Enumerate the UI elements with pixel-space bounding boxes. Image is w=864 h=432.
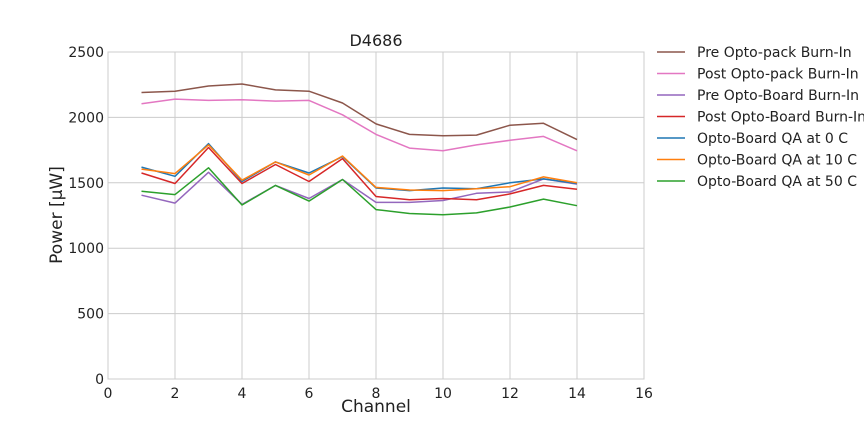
x-tick-label: 10 bbox=[434, 386, 452, 402]
series-line bbox=[141, 167, 578, 216]
legend-label: Opto-Board QA at 50 C bbox=[697, 174, 857, 190]
y-tick-label: 2500 bbox=[68, 45, 104, 61]
legend-item: Opto-Board QA at 50 C bbox=[657, 174, 857, 190]
series-line bbox=[141, 83, 578, 141]
x-tick-label: 2 bbox=[171, 386, 180, 402]
series-line bbox=[141, 142, 578, 192]
legend-item: Pre Opto-pack Burn-In bbox=[657, 45, 852, 61]
legend-label: Pre Opto-pack Burn-In bbox=[697, 45, 852, 61]
series-line bbox=[141, 144, 578, 192]
plot-frame bbox=[107, 51, 645, 380]
legend-item: Opto-Board QA at 0 C bbox=[657, 131, 848, 147]
y-tick-label: 1000 bbox=[68, 241, 104, 257]
y-tick-label: 0 bbox=[95, 372, 104, 388]
legend-item: Post Opto-pack Burn-In bbox=[657, 67, 859, 83]
x-tick-label: 4 bbox=[238, 386, 247, 402]
x-tick-label: 14 bbox=[568, 386, 586, 402]
chart-title: D4686 bbox=[349, 31, 402, 50]
x-tick-label: 8 bbox=[372, 386, 381, 402]
x-tick-labels: 0 2 4 6 8 10 12 14 16 bbox=[104, 386, 653, 402]
x-tick-label: 6 bbox=[305, 386, 314, 402]
x-tick-label: 16 bbox=[635, 386, 653, 402]
series-line bbox=[141, 98, 578, 152]
y-axis-label: Power [μW] bbox=[47, 166, 67, 264]
x-tick-label: 0 bbox=[104, 386, 113, 402]
grid bbox=[107, 51, 645, 380]
series-line bbox=[141, 171, 578, 206]
legend-item: Post Opto-Board Burn-In bbox=[657, 110, 864, 126]
legend-item: Pre Opto-Board Burn-In bbox=[657, 88, 859, 104]
y-tick-label: 2000 bbox=[68, 110, 104, 126]
legend-label: Opto-Board QA at 10 C bbox=[697, 153, 857, 169]
legend-label: Pre Opto-Board Burn-In bbox=[697, 88, 859, 104]
x-axis-label: Channel bbox=[341, 397, 411, 417]
legend-item: Opto-Board QA at 10 C bbox=[657, 153, 857, 169]
legend-label: Opto-Board QA at 0 C bbox=[697, 131, 848, 147]
legend-label: Post Opto-Board Burn-In bbox=[697, 110, 864, 126]
series-line bbox=[141, 146, 578, 201]
y-tick-label: 500 bbox=[77, 307, 104, 323]
x-tick-label: 12 bbox=[501, 386, 519, 402]
legend-label: Post Opto-pack Burn-In bbox=[697, 67, 859, 83]
legend: Pre Opto-pack Burn-In Post Opto-pack Burn… bbox=[657, 45, 864, 190]
plot-area bbox=[141, 83, 578, 216]
y-tick-labels: 0 500 1000 1500 2000 2500 bbox=[68, 45, 104, 388]
y-tick-label: 1500 bbox=[68, 176, 104, 192]
